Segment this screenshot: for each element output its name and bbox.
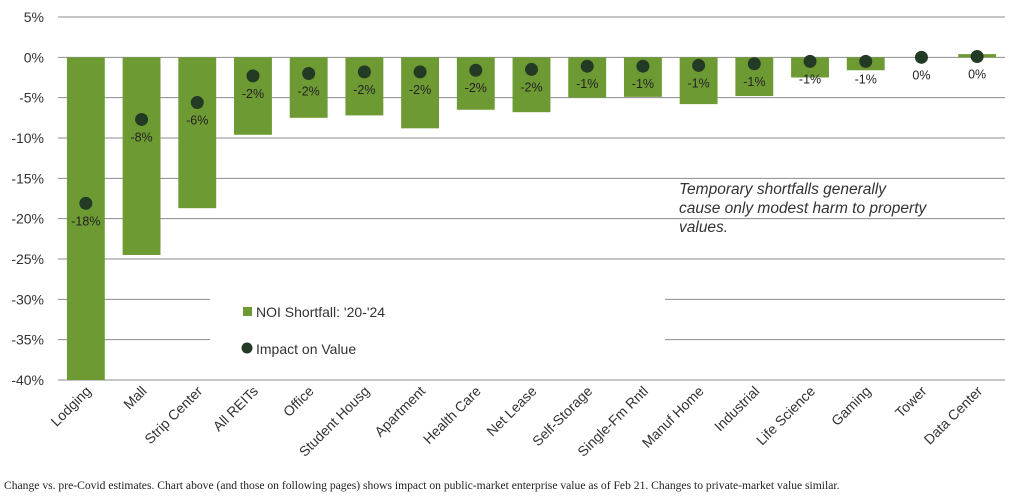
value-marker [357, 65, 371, 79]
value-marker [79, 196, 93, 210]
data-label: -1% [799, 72, 821, 86]
value-marker [525, 62, 538, 76]
bars [66, 54, 997, 380]
data-label: 0% [968, 68, 986, 82]
legend-background [210, 290, 665, 376]
data-label: -1% [688, 76, 710, 90]
y-tick-label: -10% [11, 130, 44, 146]
value-marker [747, 57, 761, 71]
y-tick-label: 5% [24, 9, 44, 25]
bar [178, 57, 217, 209]
x-tick-label: Mall [120, 383, 149, 412]
y-tick-label: -5% [19, 90, 44, 106]
data-label: -2% [298, 84, 320, 98]
x-tick-label: Office [280, 383, 317, 420]
value-marker [135, 112, 149, 126]
data-label: 0% [912, 68, 930, 82]
x-tick-label: Apartment [371, 383, 428, 440]
data-label: -1% [632, 77, 654, 91]
value-marker [580, 59, 594, 73]
data-label: -1% [743, 75, 765, 89]
data-label: -2% [242, 87, 264, 101]
legend-bar-swatch [243, 307, 252, 316]
legend-bar-label: NOI Shortfall: '20-'24 [256, 304, 385, 320]
x-tick-label: Gaming [828, 383, 874, 429]
y-tick-label: -15% [11, 170, 44, 186]
legend-marker-swatch [241, 342, 253, 354]
value-marker [302, 66, 316, 80]
x-tick-label: Tower [892, 383, 930, 421]
footnote: Change vs. pre-Covid estimates. Chart ab… [4, 479, 840, 492]
x-tick-label: Lodging [47, 383, 94, 430]
value-marker [970, 50, 984, 64]
x-tick-label: All REITs [210, 383, 261, 434]
data-label: -2% [520, 80, 542, 94]
x-tick-label: Net Lease [483, 383, 540, 440]
bar [66, 57, 105, 380]
y-tick-label: -40% [11, 372, 44, 388]
y-tick-label: -20% [11, 211, 44, 227]
y-tick-label: -30% [11, 291, 44, 307]
value-marker [469, 63, 483, 77]
legend-marker-label: Impact on Value [256, 341, 356, 357]
value-marker [246, 69, 260, 83]
value-marker [859, 54, 873, 68]
y-axis-ticks: 5% 0% -5% -10% -15% -20% -25% -30% -35% -40% [11, 9, 44, 388]
data-label: -18% [71, 214, 100, 228]
data-label: -2% [465, 81, 487, 95]
x-tick-label: Health Care [420, 383, 484, 447]
y-tick-label: -35% [11, 332, 44, 348]
data-labels: -18% -8% -6% -2% -2% -2% -2% -2% -2% -1% -1% -1% -1%… [71, 68, 986, 229]
data-label: -2% [353, 83, 375, 97]
markers [79, 50, 984, 210]
value-marker [413, 65, 427, 79]
value-marker [914, 50, 928, 64]
value-marker [803, 54, 817, 68]
value-marker [692, 58, 706, 72]
data-label: -2% [409, 83, 431, 97]
data-label: -1% [855, 72, 877, 86]
data-label: -1% [576, 77, 598, 91]
data-label: -6% [186, 114, 208, 128]
y-tick-label: 0% [24, 49, 44, 65]
data-label: -8% [130, 130, 152, 144]
x-tick-label: Life Science [753, 383, 818, 448]
x-tick-label: Strip Center [141, 383, 205, 447]
value-marker [636, 59, 650, 73]
y-tick-label: -25% [11, 251, 44, 267]
x-tick-label: Industrial [711, 383, 762, 434]
x-tick-label: Data Center [921, 383, 986, 448]
bar [122, 57, 161, 255]
legend: NOI Shortfall: '20-'24 Impact on Value [210, 290, 665, 376]
value-marker [190, 96, 204, 110]
chart-annotation: Temporary shortfalls generally cause onl… [679, 181, 927, 236]
